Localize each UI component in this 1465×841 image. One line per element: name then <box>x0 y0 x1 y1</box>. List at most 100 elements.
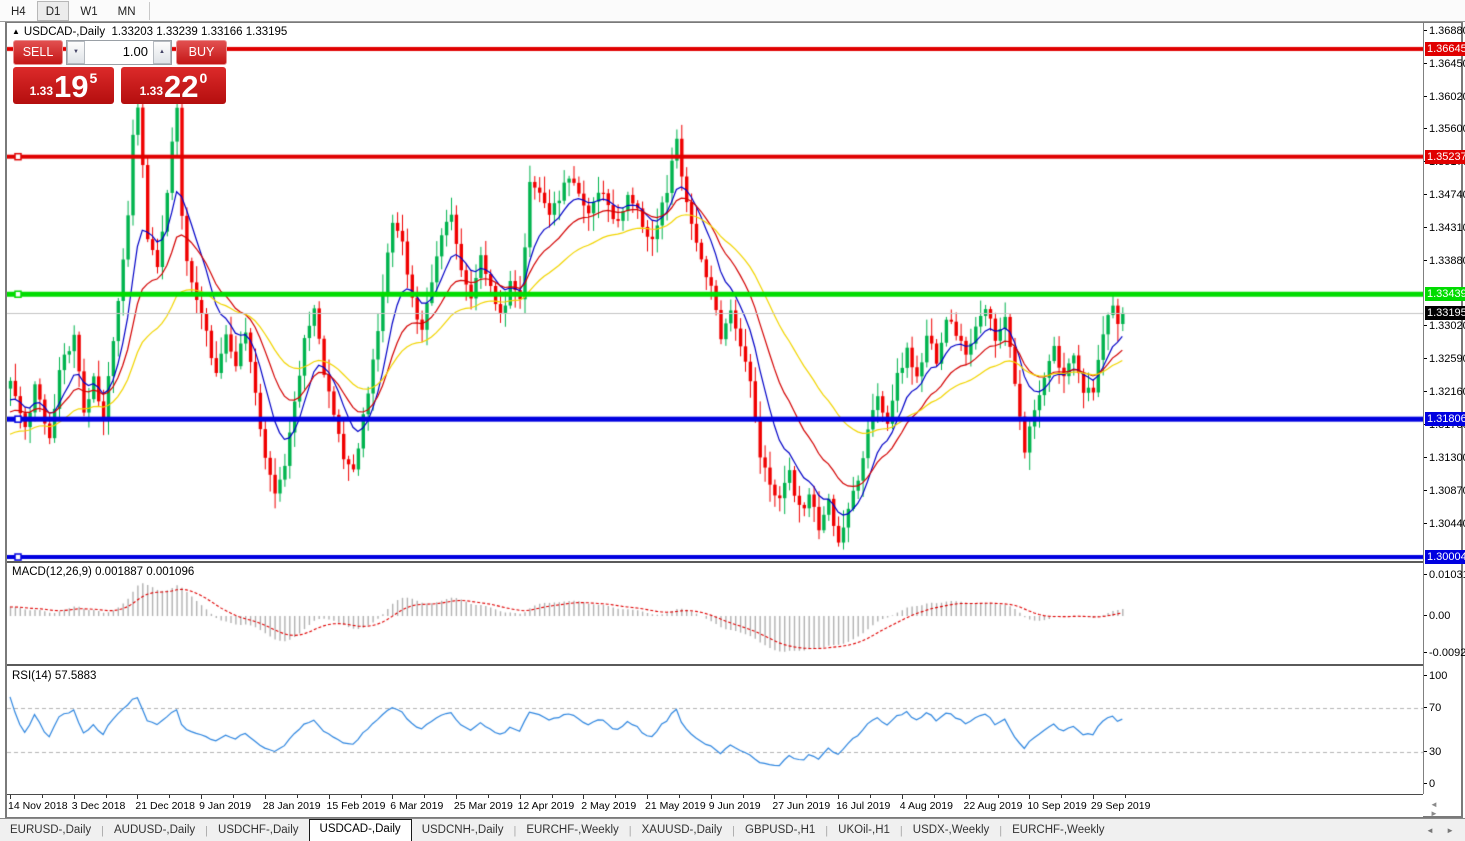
buy-price-pips: 22 <box>164 69 199 104</box>
tab-eurchf-weekly[interactable]: EURCHF-,Weekly <box>1012 824 1105 836</box>
date-axis[interactable]: 14 Nov 2018 3 Dec 2018 21 Dec 2018 9 Jan 20… <box>7 794 1423 817</box>
date-axis-tick <box>901 795 903 799</box>
pane-separator-macd[interactable] <box>7 561 1423 563</box>
date-axis-minor-tick <box>233 795 235 798</box>
date-axis-tick <box>392 795 394 799</box>
price-axis-tick: 1.36020 <box>1424 91 1465 103</box>
date-axis-tick <box>1029 795 1031 799</box>
date-axis-tick <box>137 795 139 799</box>
date-axis-tick <box>838 795 840 799</box>
date-axis-tick <box>264 795 266 799</box>
chart-title: ▲ USDCAD-,Daily 1.33203 1.33239 1.33166 1… <box>12 26 287 38</box>
rsi-value: 57.5883 <box>54 670 97 682</box>
date-axis-minor-tick <box>42 795 43 798</box>
sell-button[interactable]: SELL <box>13 40 63 65</box>
timeframe-button-d1[interactable]: D1 <box>36 0 70 21</box>
date-axis-minor-tick <box>870 795 872 798</box>
volume-decrease-button[interactable]: ▼ <box>67 41 85 64</box>
tab-audusd-daily[interactable]: AUDUSD-,Daily <box>114 824 196 836</box>
price-axis-tick: 1.34310 <box>1424 222 1465 234</box>
tab-usdx-weekly[interactable]: USDX-,Weekly <box>912 824 990 836</box>
tab-separator: | <box>205 825 209 837</box>
date-axis-tick <box>519 795 521 799</box>
tab-eurchf-weekly[interactable]: EURCHF-,Weekly <box>526 824 619 836</box>
rsi-axis-70: 70 <box>1424 702 1441 714</box>
buy-button[interactable]: BUY <box>176 40 227 65</box>
tab-eurusd-daily[interactable]: EURUSD-,Daily <box>10 824 92 836</box>
price-axis-tick: 1.35600 <box>1424 123 1465 135</box>
date-axis-minor-tick <box>1124 795 1126 798</box>
collapse-panel-icon[interactable]: ▲ <box>12 27 20 36</box>
date-axis-tick <box>1092 795 1094 799</box>
macd-label: MACD(12,26,9) 0.001887 0.001096 <box>12 566 195 578</box>
hline-price-badge: 1.33439 <box>1425 287 1465 302</box>
date-axis-minor-tick <box>933 795 935 798</box>
timeframe-buttons: H4 D1 W1 MN <box>0 0 145 21</box>
buy-price-point: 0 <box>199 70 208 86</box>
date-axis-minor-tick <box>806 795 808 798</box>
date-axis-tick <box>583 795 585 799</box>
timeframe-button-w1[interactable]: W1 <box>80 5 98 18</box>
axis-scroll-arrows[interactable]: ◄ ► <box>1430 800 1444 818</box>
date-axis-minor-tick <box>551 795 553 798</box>
sell-price-pips: 19 <box>54 69 89 104</box>
date-axis-label: 9 Jun 2019 <box>708 800 761 812</box>
hline-price-badge: 1.30004 <box>1425 550 1465 564</box>
date-axis-label: 6 Mar 2019 <box>390 800 444 812</box>
sell-price-box[interactable]: 1.33 19 5 <box>13 67 114 104</box>
date-axis-tick <box>774 795 776 799</box>
date-axis-minor-tick <box>487 795 489 798</box>
date-axis-label: 2 May 2019 <box>581 800 637 812</box>
tab-usdchf-daily[interactable]: USDCHF-,Daily <box>218 824 299 836</box>
date-axis-tick <box>965 795 967 799</box>
date-axis-minor-tick <box>615 795 617 798</box>
tab-ukoil-h1[interactable]: UKOil-,H1 <box>838 824 890 836</box>
date-axis-minor-tick <box>424 795 426 798</box>
timeframe-button-mn[interactable]: MN <box>117 5 136 18</box>
tab-usdcad-daily[interactable]: USDCAD-,Daily <box>308 819 412 841</box>
date-axis-label: 22 Aug 2019 <box>963 800 1023 812</box>
tab-separator: | <box>825 825 829 837</box>
timeframe-button-h4[interactable]: H4 <box>11 5 26 18</box>
one-click-trade-panel: SELL ▼ 1.00 ▲ BUY 1.33 19 5 1.33 22 0 <box>13 40 229 104</box>
date-axis-tick <box>201 795 203 799</box>
tab-separator: | <box>999 825 1003 837</box>
macd-axis-zero: 0.00 <box>1424 610 1450 622</box>
price-chart-canvas[interactable] <box>7 23 1423 561</box>
date-axis-minor-tick <box>1061 795 1063 798</box>
tab-separator: | <box>628 825 632 837</box>
buy-price-box[interactable]: 1.33 22 0 <box>121 67 226 104</box>
price-axis-tick: 1.30440 <box>1424 518 1465 530</box>
ohlc-values: 1.33203 1.33239 1.33166 1.33195 <box>111 26 288 38</box>
chart-tabs-bar: EURUSD-,Daily | AUDUSD-,Daily | USDCHF-,Dail… <box>0 818 1465 841</box>
volume-increase-button[interactable]: ▲ <box>153 41 171 64</box>
price-axis-tick: 1.36880 <box>1424 25 1465 37</box>
macd-value-2: 0.001096 <box>146 566 195 578</box>
price-axis-tick: 1.34740 <box>1424 189 1465 201</box>
date-axis-label: 10 Sep 2019 <box>1027 800 1087 812</box>
date-axis-minor-tick <box>169 795 171 798</box>
price-axis-tick: 1.31300 <box>1424 452 1465 464</box>
timeframe-toolbar: H4 D1 W1 MN <box>0 0 1465 22</box>
rsi-canvas[interactable] <box>7 666 1423 793</box>
tab-xauusd-daily[interactable]: XAUUSD-,Daily <box>641 824 723 836</box>
tab-gbpusd-h1[interactable]: GBPUSD-,H1 <box>745 824 816 836</box>
tab-scroll-arrows[interactable]: ◄ ► <box>1425 826 1459 835</box>
macd-value-1: 0.001887 <box>95 566 144 578</box>
date-axis-tick <box>710 795 712 799</box>
pane-separator-rsi[interactable] <box>7 664 1423 666</box>
tab-usdcnh-daily[interactable]: USDCNH-,Daily <box>421 824 504 836</box>
date-axis-label: 21 May 2019 <box>645 800 706 812</box>
hline-price-badge: 1.31806 <box>1425 412 1465 427</box>
date-axis-tick <box>455 795 457 799</box>
date-axis-minor-tick <box>296 795 298 798</box>
volume-value[interactable]: 1.00 <box>122 44 148 59</box>
macd-canvas[interactable] <box>7 563 1423 664</box>
price-axis[interactable]: 1.368801.364501.360201.356001.351701.347… <box>1423 23 1465 794</box>
date-axis-label: 9 Jan 2019 <box>199 800 252 812</box>
date-axis-label: 15 Feb 2019 <box>326 800 386 812</box>
macd-axis-min: -0.009203 <box>1424 647 1465 659</box>
rsi-axis-0: 0 <box>1424 778 1435 790</box>
hline-price-badge: 1.35237 <box>1425 149 1465 164</box>
